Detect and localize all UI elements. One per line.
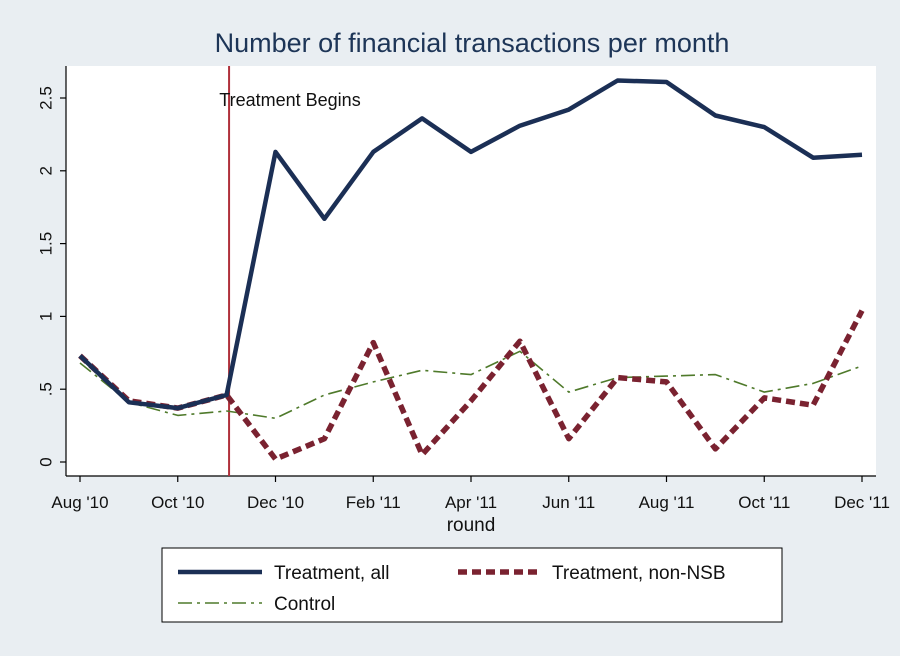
x-tick-label: Aug '11 [639, 493, 695, 512]
treatment-begins-label: Treatment Begins [219, 90, 360, 110]
y-tick-label: 1.5 [37, 232, 56, 256]
y-tick-label: .5 [37, 382, 56, 396]
legend: Treatment, all Treatment, non-NSB Contro… [161, 547, 783, 623]
series-line-treatment-all [78, 78, 863, 411]
legend-label-control: Control [274, 594, 335, 615]
series-line-control [79, 350, 863, 420]
x-tick-label: Dec '11 [834, 493, 890, 512]
x-axis-title: round [447, 515, 496, 536]
x-tick-label: Apr '11 [445, 493, 497, 512]
series-layer [78, 78, 865, 462]
y-tick-label: 2.5 [37, 86, 56, 110]
legend-label-treatment-all: Treatment, all [274, 563, 389, 584]
x-tick-label: Oct '10 [151, 493, 204, 512]
legend-label-treatment-non-nsb: Treatment, non-NSB [552, 563, 726, 584]
x-tick-label: Jun '11 [542, 493, 595, 512]
x-axis-ticks: Aug '10 Oct '10 Dec '10 Feb '11 Apr '11 Jun '… [51, 476, 890, 512]
y-tick-label: 2 [37, 166, 56, 175]
chart-title: Number of financial transactions per mon… [215, 28, 730, 58]
x-tick-label: Dec '10 [247, 493, 304, 512]
x-tick-label: Feb '11 [346, 493, 401, 512]
legend-box [161, 547, 783, 623]
x-tick-label: Aug '10 [51, 493, 108, 512]
series-line-treatment-non-nsb [78, 309, 865, 462]
x-tick-label: Oct '11 [738, 493, 790, 512]
y-tick-label: 0 [37, 457, 56, 466]
y-axis-ticks: 0 .5 1 1.5 2 2.5 [37, 86, 66, 467]
plot-area [66, 66, 876, 476]
y-tick-label: 1 [37, 312, 56, 321]
